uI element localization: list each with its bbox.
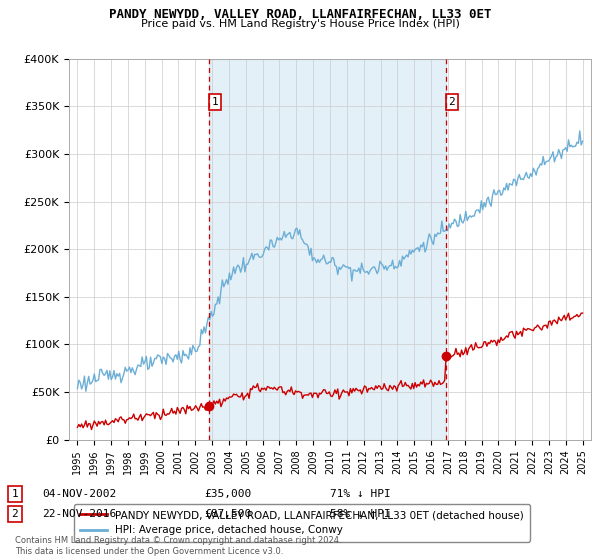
Legend: PANDY NEWYDD, VALLEY ROAD, LLANFAIRFECHAN, LL33 0ET (detached house), HPI: Avera: PANDY NEWYDD, VALLEY ROAD, LLANFAIRFECHA… [74, 504, 530, 542]
Text: 1: 1 [212, 97, 219, 107]
Text: 04-NOV-2002: 04-NOV-2002 [42, 489, 116, 499]
Text: 2: 2 [11, 509, 19, 519]
Bar [209, 59, 446, 440]
Text: 71% ↓ HPI: 71% ↓ HPI [330, 489, 391, 499]
Text: PANDY NEWYDD, VALLEY ROAD, LLANFAIRFECHAN, LL33 0ET: PANDY NEWYDD, VALLEY ROAD, LLANFAIRFECHA… [109, 8, 491, 21]
Text: Contains HM Land Registry data © Crown copyright and database right 2024.
This d: Contains HM Land Registry data © Crown c… [15, 536, 341, 556]
Text: £35,000: £35,000 [204, 489, 251, 499]
Text: Price paid vs. HM Land Registry's House Price Index (HPI): Price paid vs. HM Land Registry's House … [140, 19, 460, 29]
Text: 58% ↓ HPI: 58% ↓ HPI [330, 509, 391, 519]
Text: £87,500: £87,500 [204, 509, 251, 519]
Text: 22-NOV-2016: 22-NOV-2016 [42, 509, 116, 519]
Text: 1: 1 [11, 489, 19, 499]
Text: 2: 2 [449, 97, 455, 107]
